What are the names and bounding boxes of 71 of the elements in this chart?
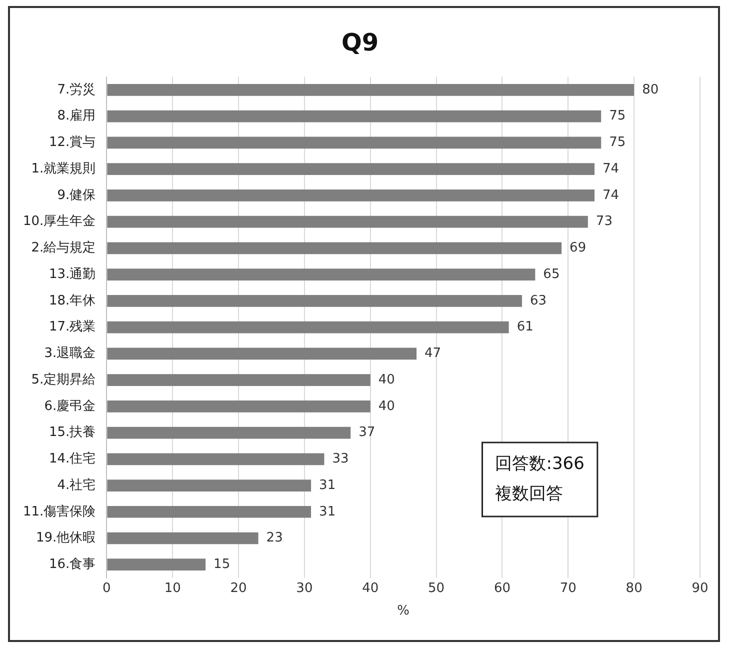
chart-title: Q9 bbox=[341, 28, 379, 57]
data-label: 40 bbox=[378, 372, 395, 388]
y-tick-label: 3.退職金 bbox=[44, 346, 96, 362]
data-label: 40 bbox=[378, 398, 395, 414]
y-tick-label: 5.定期昇給 bbox=[31, 372, 96, 388]
x-tick-label: 0 bbox=[102, 580, 111, 596]
y-tick-label: 1.就業規則 bbox=[31, 161, 96, 176]
data-label: 23 bbox=[266, 530, 283, 546]
bar bbox=[107, 532, 258, 544]
data-label: 33 bbox=[332, 452, 349, 467]
annotation: 回答数:366 bbox=[495, 454, 584, 474]
y-tick-label: 6.慶弔金 bbox=[44, 398, 96, 414]
x-tick-label: 60 bbox=[494, 580, 510, 596]
x-axis-title: % bbox=[397, 604, 410, 619]
bar bbox=[107, 84, 634, 96]
annotation: 複数回答 bbox=[495, 484, 564, 504]
data-label: 69 bbox=[570, 240, 586, 256]
data-label: 61 bbox=[516, 320, 534, 335]
y-tick-label: 18.年休 bbox=[48, 293, 96, 308]
y-tick-label: 4.社宅 bbox=[57, 476, 96, 493]
data-label: 31 bbox=[319, 478, 336, 493]
data-label: 74 bbox=[602, 161, 620, 176]
bar bbox=[107, 480, 312, 492]
bar bbox=[107, 216, 588, 228]
bar bbox=[107, 348, 417, 360]
y-tick-label: 13.通勤 bbox=[48, 266, 96, 282]
y-tick-label: 14.住宅 bbox=[48, 450, 96, 467]
y-tick-label: 10.厚生年金 bbox=[22, 214, 96, 230]
bar bbox=[107, 558, 206, 571]
bar bbox=[107, 190, 595, 202]
y-tick-label: 19.他休暇 bbox=[36, 530, 96, 546]
data-label: 63 bbox=[530, 293, 547, 308]
bar bbox=[107, 268, 536, 280]
y-tick-label: 7.労災 bbox=[57, 82, 96, 98]
data-label: 65 bbox=[543, 266, 560, 282]
x-tick-label: 40 bbox=[362, 580, 379, 596]
x-tick-label: 70 bbox=[560, 580, 576, 596]
data-label: 74 bbox=[602, 188, 620, 203]
y-tick-label: 12.賞与 bbox=[48, 135, 96, 150]
x-tick-label: 90 bbox=[692, 580, 708, 596]
data-label: 80 bbox=[642, 82, 659, 98]
bar bbox=[107, 453, 324, 466]
data-label: 73 bbox=[596, 214, 612, 230]
bar bbox=[107, 400, 370, 412]
data-label: 15 bbox=[214, 556, 230, 572]
x-tick-label: 20 bbox=[230, 580, 247, 596]
bar bbox=[107, 136, 602, 149]
y-tick-label: 15.扶養 bbox=[48, 425, 96, 440]
x-tick-label: 80 bbox=[626, 580, 642, 596]
x-tick-label: 30 bbox=[296, 580, 313, 596]
data-label: 75 bbox=[609, 135, 626, 150]
bar bbox=[107, 163, 595, 176]
bar bbox=[107, 506, 312, 518]
bar bbox=[107, 242, 562, 254]
bar bbox=[107, 426, 351, 439]
data-label: 75 bbox=[609, 108, 626, 124]
bar bbox=[107, 110, 602, 122]
y-tick-label: 11.傷害保険 bbox=[22, 503, 96, 520]
data-label: 47 bbox=[424, 346, 442, 362]
y-tick-label: 2.給与規定 bbox=[31, 240, 96, 256]
bar bbox=[107, 321, 509, 334]
x-tick-label: 50 bbox=[428, 580, 445, 596]
y-tick-label: 16.食事 bbox=[48, 556, 96, 572]
y-tick-label: 9.健保 bbox=[57, 188, 96, 203]
data-label: 31 bbox=[319, 504, 336, 520]
y-tick-label: 8.雇用 bbox=[57, 108, 96, 124]
data-label: 37 bbox=[358, 425, 376, 440]
bar bbox=[107, 374, 370, 386]
x-tick-label: 10 bbox=[164, 580, 181, 596]
bar bbox=[107, 295, 522, 307]
y-tick-label: 17.残業 bbox=[48, 320, 96, 335]
